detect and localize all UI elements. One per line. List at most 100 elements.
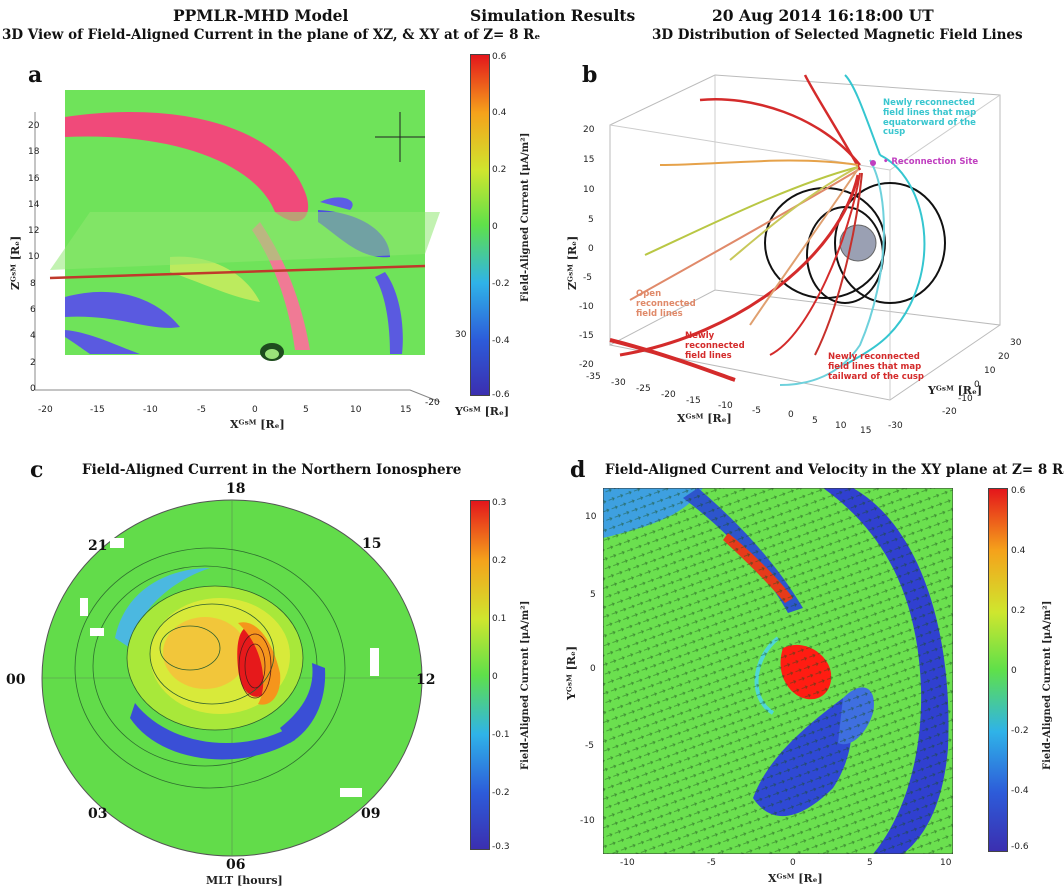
annot-reconnection-site: • Reconnection Site bbox=[883, 157, 979, 167]
cbar-tick: -0.3 bbox=[492, 842, 510, 852]
y-tick: 30 bbox=[455, 330, 467, 340]
y-tick: 20 bbox=[998, 352, 1010, 362]
y-tick: -20 bbox=[425, 398, 440, 408]
y-tick: 0 bbox=[590, 664, 596, 674]
x-tick: 10 bbox=[835, 421, 847, 431]
mlt-label: 12 bbox=[416, 672, 436, 688]
y-tick: 30 bbox=[1010, 338, 1022, 348]
x-tick: -25 bbox=[636, 384, 651, 394]
z-tick: 14 bbox=[28, 200, 40, 210]
cbar-tick: 0 bbox=[492, 222, 498, 232]
z-tick: 15 bbox=[583, 155, 595, 165]
cbar-tick: 0 bbox=[492, 672, 498, 682]
mlt-label: 15 bbox=[362, 536, 382, 552]
z-tick: -20 bbox=[579, 360, 594, 370]
z-tick: 4 bbox=[30, 331, 36, 341]
panel-d-colorbar bbox=[988, 488, 1008, 852]
x-tick: -10 bbox=[143, 405, 158, 415]
x-tick: 15 bbox=[860, 426, 872, 436]
x-tick: 5 bbox=[303, 405, 309, 415]
cbar-tick: 0.4 bbox=[492, 108, 507, 118]
x-tick: -5 bbox=[197, 405, 206, 415]
panel-d-x-label: Xᴳˢᴹ [Rₑ] bbox=[768, 872, 823, 885]
panel-a-x-label: Xᴳˢᴹ [Rₑ] bbox=[230, 418, 285, 431]
header-model: PPMLR-MHD Model bbox=[173, 6, 349, 25]
panel-a-plot bbox=[34, 90, 441, 403]
x-tick: -10 bbox=[620, 858, 635, 868]
x-tick: 5 bbox=[867, 858, 873, 868]
panel-c-colorbar bbox=[470, 500, 490, 850]
y-tick: 0 bbox=[974, 380, 980, 390]
cbar-tick: 0.3 bbox=[492, 498, 507, 508]
cbar-tick: 0.6 bbox=[492, 52, 507, 62]
panel-a-label: a bbox=[28, 62, 43, 88]
panel-a-colorbar-label: Field-Aligned Current [μA/m²] bbox=[520, 132, 531, 302]
cbar-tick: -0.2 bbox=[492, 788, 510, 798]
x-tick: -5 bbox=[752, 406, 761, 416]
x-tick: -15 bbox=[686, 396, 701, 406]
cbar-tick: 0.1 bbox=[492, 614, 507, 624]
mlt-label: 21 bbox=[88, 538, 108, 554]
panel-d-label: d bbox=[570, 457, 586, 483]
y-tick: -5 bbox=[585, 741, 594, 751]
z-tick: -10 bbox=[579, 302, 594, 312]
panel-b-label: b bbox=[582, 62, 598, 88]
cbar-tick: -0.4 bbox=[1011, 786, 1029, 796]
cbar-tick: -0.1 bbox=[492, 730, 510, 740]
panel-c-plot bbox=[41, 499, 423, 857]
cbar-tick: 0.2 bbox=[1011, 606, 1026, 616]
panel-d-y-label: Yᴳˢᴹ [Rₑ] bbox=[565, 645, 578, 700]
z-tick: 6 bbox=[30, 305, 36, 315]
cbar-tick: -0.6 bbox=[492, 390, 510, 400]
z-tick: 16 bbox=[28, 174, 40, 184]
x-tick: -5 bbox=[707, 858, 716, 868]
z-tick: 5 bbox=[588, 215, 594, 225]
annot-newly-right: Newly reconnected field lines that map t… bbox=[828, 352, 925, 382]
annot-cusp-lines: Newly reconnected field lines that map e… bbox=[883, 98, 977, 138]
y-tick: 5 bbox=[590, 590, 596, 600]
y-tick: -20 bbox=[942, 407, 957, 417]
y-tick: -10 bbox=[580, 816, 595, 826]
mlt-label: 06 bbox=[226, 857, 246, 873]
annot-newly-left: Newly reconnected field lines bbox=[685, 331, 745, 361]
cbar-tick: 0.4 bbox=[1011, 546, 1026, 556]
panel-c-colorbar-label: Field-Aligned Current [μA/m²] bbox=[520, 600, 531, 770]
cbar-tick: -0.2 bbox=[492, 279, 510, 289]
x-tick: -35 bbox=[586, 372, 601, 382]
header-center: Simulation Results bbox=[470, 6, 636, 25]
panel-b-title: 3D Distribution of Selected Magnetic Fie… bbox=[652, 27, 1023, 43]
x-tick: -20 bbox=[38, 405, 53, 415]
x-tick: -15 bbox=[90, 405, 105, 415]
x-tick: 5 bbox=[812, 416, 818, 426]
panel-b-plot bbox=[609, 74, 1001, 401]
x-tick: 0 bbox=[252, 405, 258, 415]
panel-c-label: c bbox=[30, 457, 44, 483]
x-tick: -30 bbox=[611, 378, 626, 388]
z-tick: 8 bbox=[30, 279, 36, 289]
panel-d-title: Field-Aligned Current and Velocity in th… bbox=[605, 462, 1064, 478]
y-tick: -30 bbox=[888, 421, 903, 431]
cbar-tick: 0 bbox=[1011, 666, 1017, 676]
z-tick: -15 bbox=[579, 331, 594, 341]
z-tick: 18 bbox=[28, 147, 40, 157]
panel-d-plot bbox=[603, 488, 953, 854]
y-tick: -10 bbox=[958, 394, 973, 404]
mlt-label: 03 bbox=[88, 806, 108, 822]
panel-a-z-label: Zᴳˢᴹ [Rₑ] bbox=[9, 235, 22, 290]
y-tick: 10 bbox=[585, 512, 597, 522]
cbar-tick: -0.6 bbox=[1011, 842, 1029, 852]
z-tick: 20 bbox=[28, 121, 40, 131]
x-tick: 0 bbox=[788, 410, 794, 420]
mlt-label: 00 bbox=[6, 672, 26, 688]
x-tick: 15 bbox=[400, 405, 412, 415]
panel-a-y-label: Yᴳˢᴹ [Rₑ] bbox=[455, 405, 510, 418]
panel-c-title: Field-Aligned Current in the Northern Io… bbox=[82, 462, 462, 478]
x-tick: 10 bbox=[350, 405, 362, 415]
cbar-tick: -0.4 bbox=[492, 336, 510, 346]
mlt-label: 18 bbox=[226, 481, 246, 497]
panel-b-z-label: Zᴳˢᴹ [Rₑ] bbox=[566, 235, 579, 290]
z-tick: 2 bbox=[30, 358, 36, 368]
x-tick: 0 bbox=[790, 858, 796, 868]
cbar-tick: 0.2 bbox=[492, 556, 507, 566]
z-tick: -5 bbox=[583, 273, 592, 283]
